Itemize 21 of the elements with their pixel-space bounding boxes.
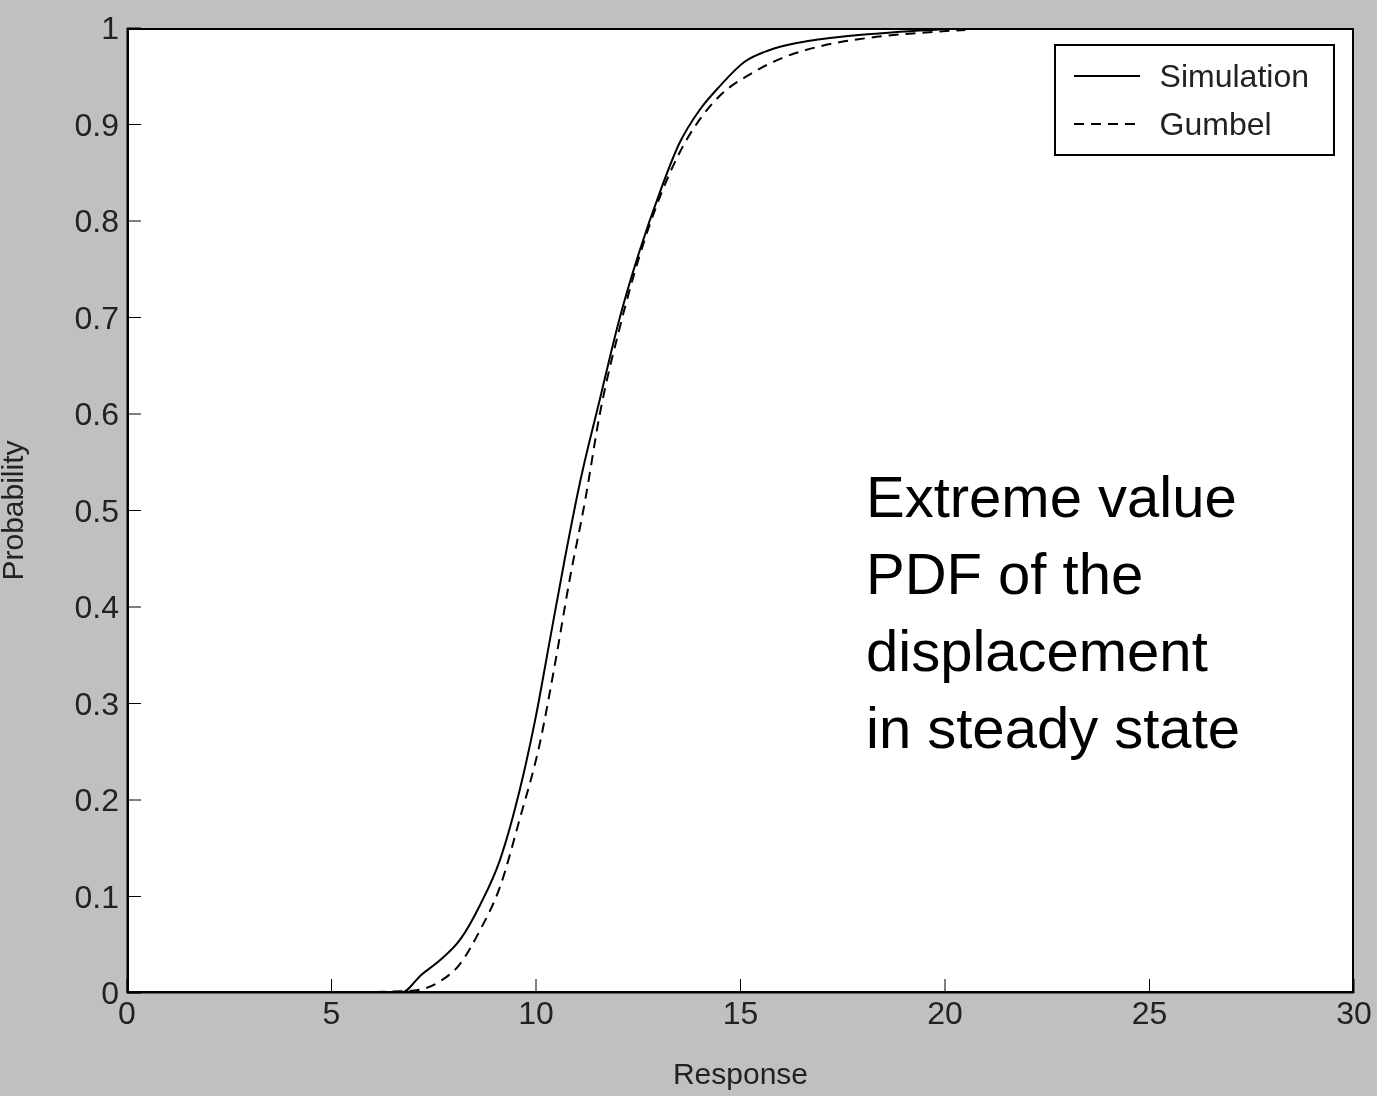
y-axis-title: Probability bbox=[0, 440, 29, 581]
x-axis-title: Response bbox=[672, 1057, 809, 1090]
y-tick-label: 0.7 bbox=[74, 299, 119, 336]
y-tick-label: 0.1 bbox=[74, 878, 119, 915]
x-tick-label: 10 bbox=[518, 994, 554, 1031]
y-tick-label: 0.3 bbox=[74, 685, 119, 722]
legend-label: Gumbel bbox=[1159, 105, 1272, 143]
x-tick-label: 30 bbox=[1336, 994, 1372, 1031]
legend-label: Simulation bbox=[1159, 57, 1309, 95]
annotation: Extreme value PDF of the displacement in steady state bbox=[866, 463, 1241, 762]
y-tick-label: 0.5 bbox=[74, 492, 119, 529]
y-tick-label: 0.8 bbox=[74, 203, 119, 240]
y-tick-label: 0.6 bbox=[74, 396, 119, 433]
y-tick-label: 0.4 bbox=[74, 589, 119, 626]
y-tick-label: 0.9 bbox=[74, 106, 119, 143]
x-tick-label: 25 bbox=[1131, 994, 1168, 1031]
x-tick-label: 5 bbox=[322, 994, 341, 1031]
x-tick-label: 15 bbox=[722, 994, 759, 1031]
y-tick-label: 0.2 bbox=[74, 782, 119, 819]
y-tick-label: 1 bbox=[101, 10, 119, 47]
x-tick-label: 20 bbox=[927, 994, 963, 1031]
